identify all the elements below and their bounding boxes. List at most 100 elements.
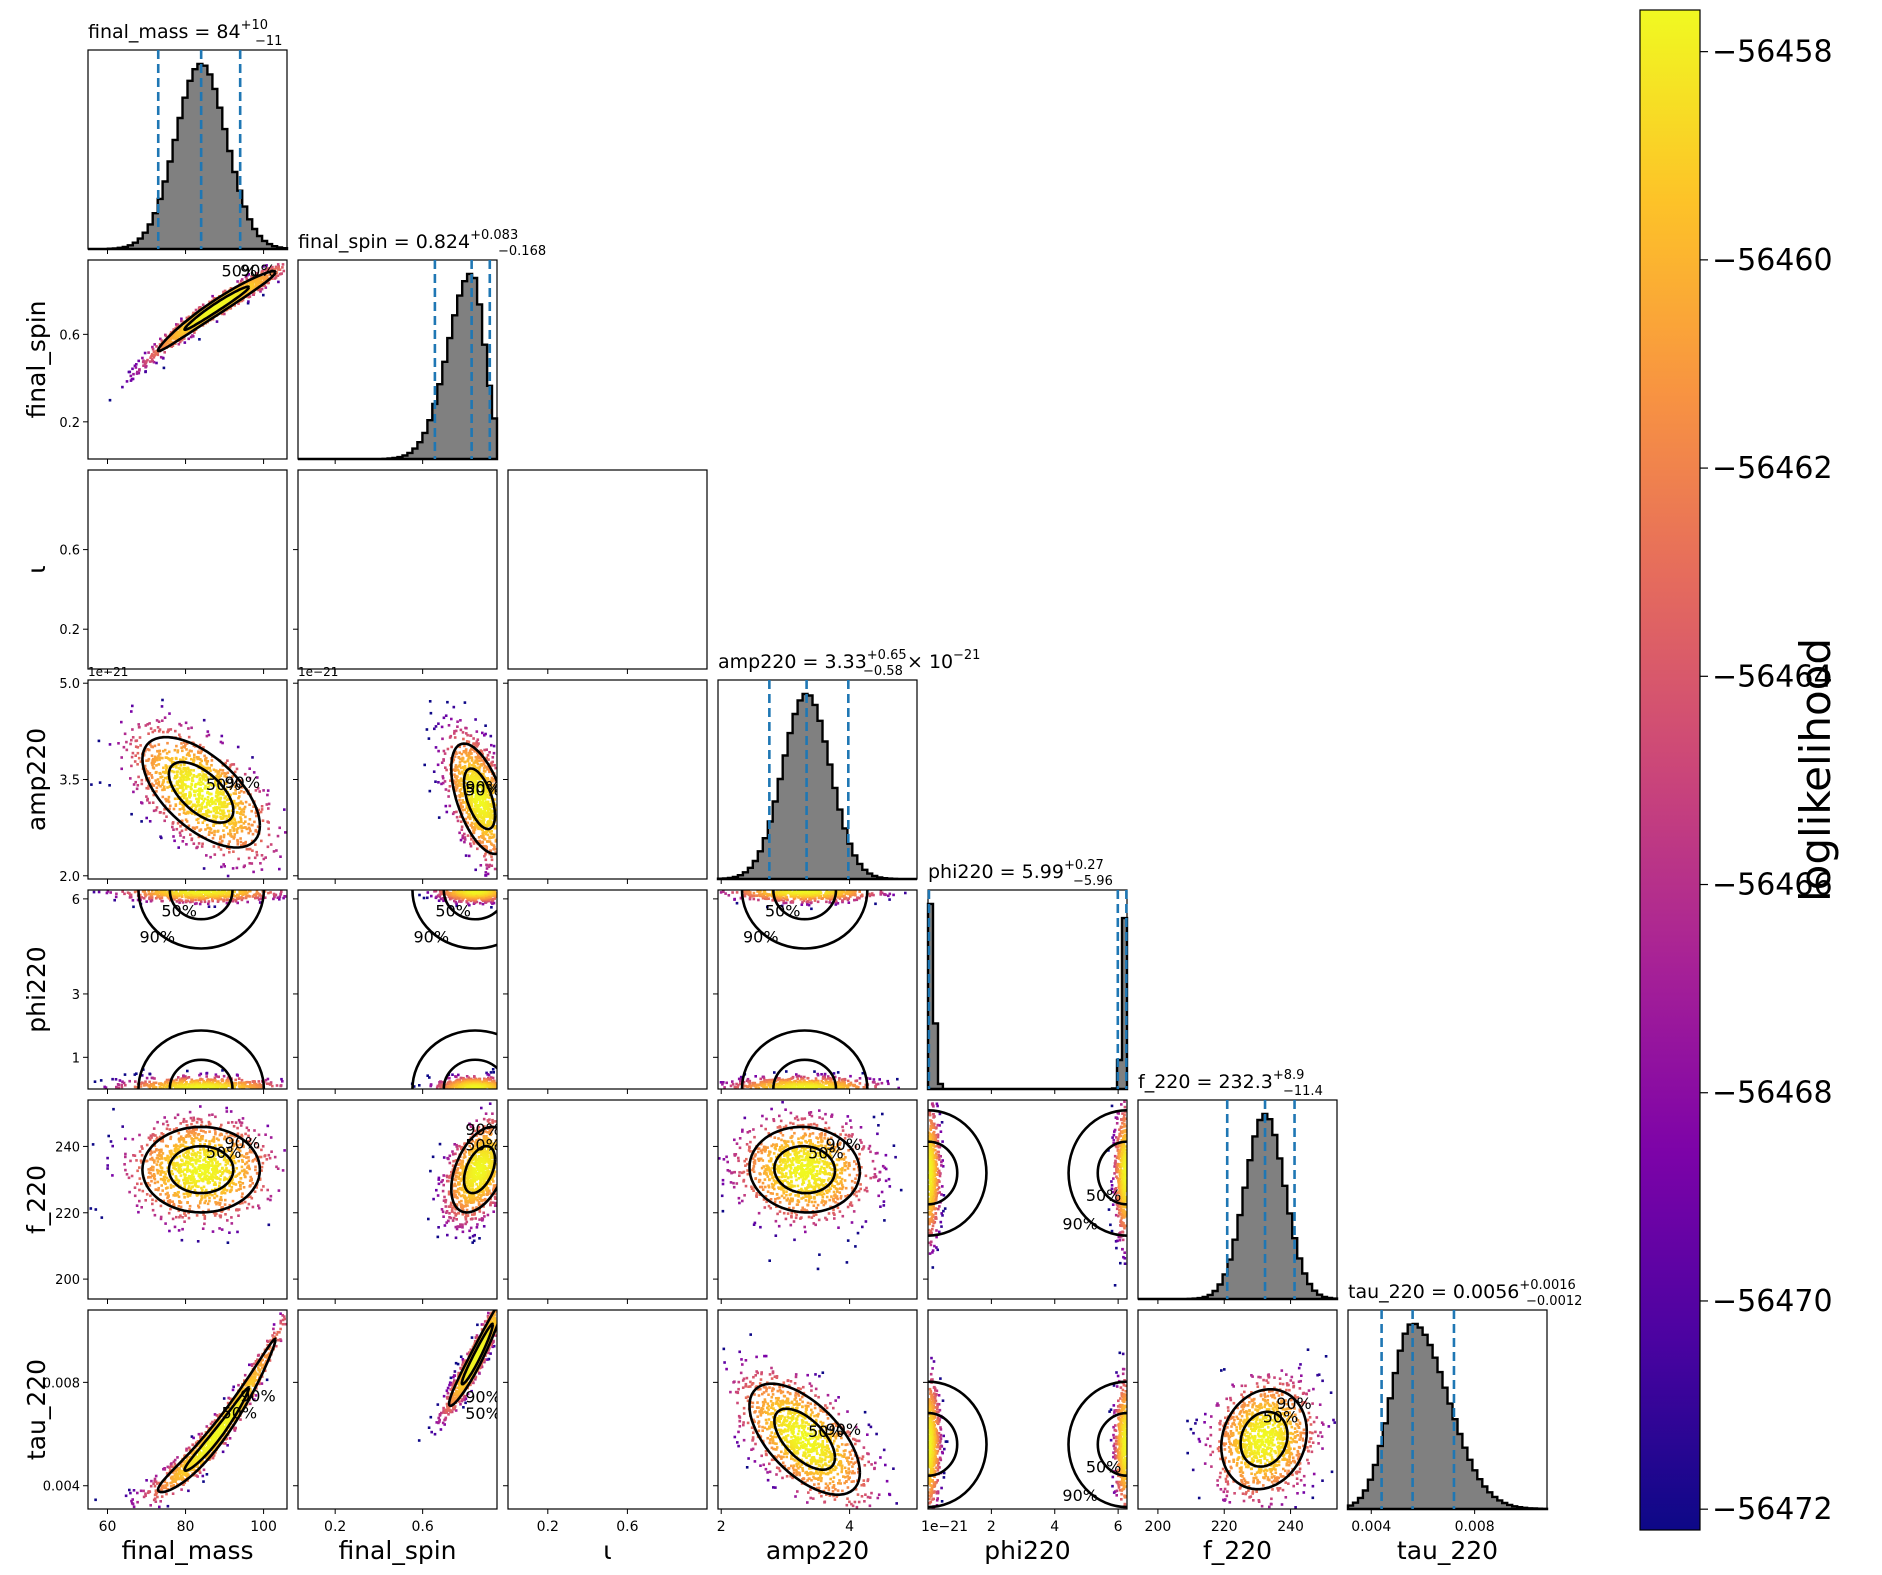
sample-point — [487, 1073, 491, 1077]
sample-point — [144, 362, 147, 366]
sample-point — [130, 710, 133, 713]
sample-point — [140, 896, 144, 899]
sample-point — [218, 1082, 222, 1085]
sample-point — [242, 810, 246, 813]
sample-point — [254, 1083, 257, 1087]
sample-point — [459, 777, 463, 780]
sample-point — [199, 751, 202, 755]
sample-point — [480, 793, 483, 797]
sample-point — [276, 263, 280, 266]
sample-point — [212, 814, 215, 818]
sample-point — [175, 773, 179, 777]
sample-point — [259, 897, 263, 900]
sample-point — [435, 895, 438, 899]
sample-point — [460, 766, 463, 770]
sample-point — [213, 806, 217, 809]
sample-point — [201, 802, 204, 805]
sample-point — [144, 892, 147, 895]
sample-point — [133, 1073, 137, 1076]
sample-point — [158, 752, 162, 756]
sample-point — [269, 843, 273, 846]
sample-point — [210, 784, 214, 787]
sample-point — [269, 1081, 273, 1084]
sample-point — [487, 898, 491, 901]
sample-point — [185, 799, 189, 802]
sample-point — [458, 761, 462, 764]
sample-point — [147, 351, 150, 354]
sample-point — [476, 789, 479, 792]
sample-point — [263, 896, 267, 899]
sample-point — [266, 267, 270, 270]
sample-point — [152, 784, 156, 787]
sample-point — [488, 1086, 491, 1089]
sample-point — [229, 829, 232, 832]
sample-point — [232, 893, 235, 897]
sample-point — [185, 770, 188, 773]
sample-point — [121, 1080, 124, 1083]
sample-point — [477, 827, 480, 831]
sample-point — [461, 1080, 464, 1084]
sample-point — [136, 763, 139, 766]
sample-point — [249, 829, 252, 833]
sample-point — [490, 864, 494, 867]
sample-point — [476, 826, 479, 829]
sample-point — [189, 792, 192, 796]
sample-point — [214, 798, 217, 802]
sample-point — [167, 800, 171, 804]
sample-point — [470, 821, 474, 825]
sample-point — [189, 833, 192, 836]
sample-point — [220, 803, 224, 807]
sample-point — [168, 807, 171, 811]
sample-point — [93, 1080, 97, 1083]
sample-point — [188, 801, 191, 805]
sample-point — [228, 850, 231, 854]
y-tick-label: 3.5 — [59, 774, 80, 789]
sample-point — [475, 740, 479, 743]
sample-point — [193, 1083, 196, 1086]
sample-point — [146, 759, 150, 762]
sample-point — [186, 895, 190, 899]
sample-point — [493, 845, 496, 849]
sample-point — [489, 815, 493, 819]
sample-point — [454, 894, 457, 898]
sample-point — [272, 268, 275, 271]
sample-point — [184, 793, 187, 796]
sample-point — [158, 1083, 162, 1086]
sample-point — [177, 332, 181, 336]
sample-point — [237, 857, 240, 861]
sample-point — [178, 722, 181, 726]
sample-point — [254, 789, 258, 792]
sample-point — [438, 1084, 442, 1087]
sample-point — [189, 900, 192, 904]
sample-point — [460, 752, 464, 756]
sample-point — [459, 1076, 463, 1080]
y-axis-label-phi220: phi220 — [22, 946, 51, 1032]
sample-point — [270, 266, 273, 270]
sample-point — [238, 791, 241, 794]
sample-point — [208, 1078, 211, 1082]
sample-point — [163, 1082, 167, 1085]
sample-point — [458, 745, 461, 749]
sample-point — [254, 843, 257, 846]
sample-point — [439, 892, 443, 896]
sample-point — [476, 815, 480, 819]
sample-point — [125, 748, 129, 752]
sample-point — [178, 802, 182, 805]
sample-point — [131, 367, 134, 371]
sample-point — [207, 895, 211, 898]
sample-point — [466, 774, 469, 778]
sample-point — [216, 811, 220, 815]
sample-point — [158, 758, 161, 761]
sample-point — [468, 817, 472, 820]
sample-point — [481, 752, 484, 756]
sample-point — [203, 787, 207, 790]
sample-point — [152, 1086, 156, 1089]
sample-point — [236, 901, 239, 905]
sample-point — [493, 1086, 496, 1089]
sample-point — [183, 893, 187, 896]
sample-point — [181, 786, 184, 790]
sample-point — [442, 899, 445, 903]
sample-point — [219, 309, 223, 313]
sample-point — [155, 770, 158, 774]
